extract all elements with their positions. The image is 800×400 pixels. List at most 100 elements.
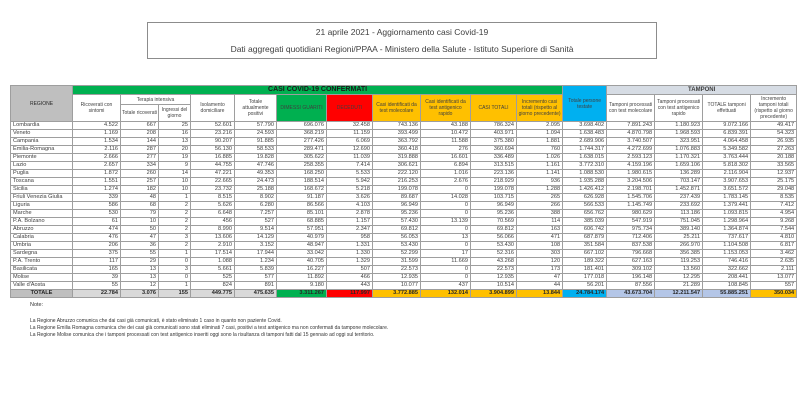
value-cell: 181.401 bbox=[562, 265, 608, 274]
value-cell: 303 bbox=[515, 249, 564, 258]
totale-value-cell: 22.784 bbox=[72, 289, 121, 298]
value-cell: 339 bbox=[72, 193, 121, 202]
value-cell: 3.740.507 bbox=[606, 137, 656, 146]
region-label: Puglia bbox=[10, 169, 73, 178]
value-cell: 56.053 bbox=[372, 233, 421, 242]
value-cell: 388 bbox=[515, 209, 564, 218]
value-cell: 626.928 bbox=[562, 193, 608, 202]
value-cell: 891 bbox=[234, 281, 277, 290]
value-cell: 13 bbox=[158, 137, 191, 146]
totale-label: TOTALE bbox=[10, 289, 73, 298]
value-cell: 1.452.871 bbox=[654, 185, 704, 194]
value-cell: 1.141 bbox=[515, 169, 564, 178]
value-cell: 218.929 bbox=[470, 177, 517, 186]
value-cell: 208.441 bbox=[702, 273, 752, 282]
region-label: Marche bbox=[10, 209, 73, 218]
value-cell: 13 bbox=[420, 233, 471, 242]
value-cell: 188.514 bbox=[276, 177, 327, 186]
value-cell: 9.514 bbox=[234, 225, 277, 234]
value-cell: 2 bbox=[158, 217, 191, 226]
value-cell: 837.538 bbox=[606, 241, 656, 250]
value-cell: 10 bbox=[120, 217, 159, 226]
region-label: Liguria bbox=[10, 201, 73, 210]
table-row: Friuli Venezia Giulia 339 48 1 8.515 8.902 91.… bbox=[10, 193, 798, 202]
value-cell: 120 bbox=[515, 257, 564, 266]
table-header: REGIONE CASI COVID-19 CONFERMATI Totale … bbox=[10, 85, 798, 122]
value-cell: 4.870.798 bbox=[606, 129, 656, 138]
region-label: Lazio bbox=[10, 161, 73, 170]
value-cell: 49.353 bbox=[234, 169, 277, 178]
value-cell: 3.763.444 bbox=[702, 153, 752, 162]
value-cell: 22.573 bbox=[470, 265, 517, 274]
value-cell: 136.289 bbox=[654, 169, 704, 178]
value-cell: 47 bbox=[120, 233, 159, 242]
value-cell: 287 bbox=[120, 145, 159, 154]
value-cell: 17 bbox=[420, 249, 471, 258]
value-cell: 313.515 bbox=[470, 161, 517, 170]
header-isolamento: Isolamento domiciliare bbox=[190, 94, 235, 122]
header-terapia-intensiva: Terapia intensiva bbox=[120, 93, 191, 106]
value-cell: 403.971 bbox=[470, 129, 517, 138]
value-cell: 19 bbox=[158, 153, 191, 162]
value-cell: 7.891.243 bbox=[606, 121, 656, 130]
value-cell: 12.295 bbox=[654, 273, 704, 282]
value-cell: 189.322 bbox=[562, 257, 608, 266]
value-cell: 443 bbox=[326, 281, 373, 290]
value-cell: 3.462 bbox=[750, 249, 798, 258]
value-cell: 5.626 bbox=[190, 201, 235, 210]
value-cell: 85.101 bbox=[276, 209, 327, 218]
value-cell: 0 bbox=[420, 241, 471, 250]
value-cell: 1.330 bbox=[326, 249, 373, 258]
value-cell: 1.145.749 bbox=[606, 201, 656, 210]
value-cell: 260 bbox=[120, 169, 159, 178]
value-cell: 6.069 bbox=[326, 137, 373, 146]
value-cell: 86.566 bbox=[276, 201, 327, 210]
value-cell: 6.817 bbox=[750, 241, 798, 250]
value-cell: 7.257 bbox=[234, 209, 277, 218]
value-cell: 389.140 bbox=[654, 225, 704, 234]
value-cell: 13.606 bbox=[190, 233, 235, 242]
header-ti-ingressi: Ingressi del giorno bbox=[158, 104, 191, 122]
header-tamponi-molecolare: Tamponi processati con test molecolare bbox=[606, 94, 656, 122]
value-cell: 48.947 bbox=[276, 241, 327, 250]
value-cell: 305.622 bbox=[276, 153, 327, 162]
value-cell: 1.094 bbox=[515, 129, 564, 138]
region-label: Toscana bbox=[10, 177, 73, 186]
value-cell: 27.263 bbox=[750, 145, 798, 154]
value-cell: 375 bbox=[72, 249, 121, 258]
value-cell: 11.892 bbox=[276, 273, 327, 282]
value-cell: 306.621 bbox=[372, 161, 421, 170]
region-label: Abruzzo bbox=[10, 225, 73, 234]
table-row: Basilicata 165 13 3 5.661 5.839 16.227 507 22.57… bbox=[10, 265, 798, 274]
table-row: Calabria 476 47 3 13.606 14.129 40.979 958 56.05… bbox=[10, 233, 798, 242]
totale-value-cell: 155 bbox=[158, 289, 191, 298]
value-cell: 5.349.582 bbox=[702, 145, 752, 154]
header-casi-molecolare: Casi identificati da test molecolare bbox=[372, 94, 421, 122]
value-cell: 32.458 bbox=[326, 121, 373, 130]
note-item: La Regione Molise comunica che i tamponi… bbox=[30, 331, 375, 338]
value-cell: 1.379.441 bbox=[702, 201, 752, 210]
value-cell: 91.885 bbox=[234, 137, 277, 146]
value-cell: 53.430 bbox=[470, 241, 517, 250]
value-cell: 144 bbox=[120, 137, 159, 146]
value-cell: 1.364.874 bbox=[702, 225, 752, 234]
value-cell: 50 bbox=[120, 225, 159, 234]
value-cell: 1.968.593 bbox=[654, 129, 704, 138]
value-cell: 824 bbox=[190, 281, 235, 290]
value-cell: 2.116 bbox=[72, 145, 121, 154]
totale-value-cell: 350.034 bbox=[750, 289, 798, 298]
value-cell: 527 bbox=[234, 217, 277, 226]
header-casi-totali: CASI TOTALI bbox=[470, 94, 517, 122]
value-cell: 530 bbox=[72, 209, 121, 218]
value-cell: 40.705 bbox=[276, 257, 327, 266]
value-cell: 751.045 bbox=[654, 217, 704, 226]
table-row: Sicilia 1.274 182 10 23.732 25.188 168.672 5.21… bbox=[10, 185, 798, 194]
value-cell: 1.659.106 bbox=[654, 161, 704, 170]
value-cell: 20 bbox=[158, 145, 191, 154]
value-cell: 1.534 bbox=[72, 137, 121, 146]
value-cell: 119.253 bbox=[654, 257, 704, 266]
value-cell: 39 bbox=[72, 273, 121, 282]
value-cell: 0 bbox=[420, 209, 471, 218]
value-cell: 456 bbox=[190, 217, 235, 226]
value-cell: 222.120 bbox=[372, 169, 421, 178]
